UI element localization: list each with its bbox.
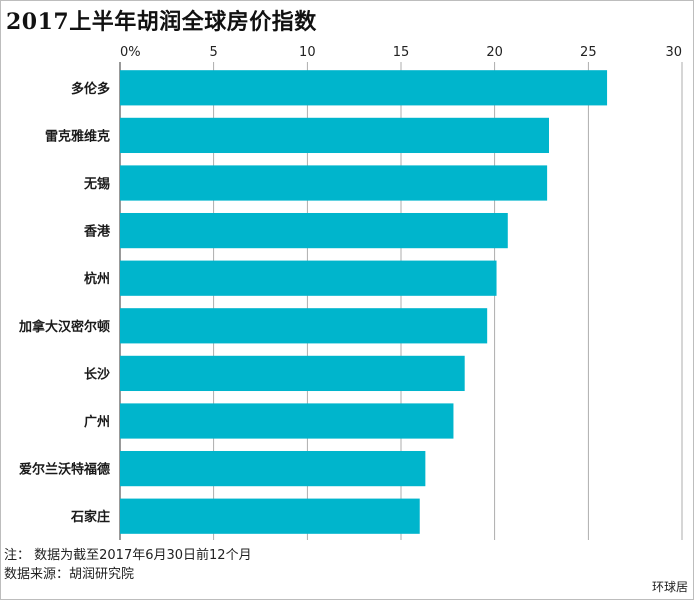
x-tick-label: 0% [120,45,141,60]
data-source-note: 数据来源：胡润研究院 [4,567,135,582]
x-tick-label: 5 [210,45,218,60]
bar [120,450,426,487]
bar [120,165,548,201]
bars [120,70,608,534]
category-label: 加拿大汉密尔顿 [18,319,110,335]
bar [120,308,488,344]
category-label: 香港 [83,224,111,240]
x-tick-label: 25 [580,45,597,60]
bar [120,260,497,296]
bar [120,212,508,249]
x-tick-label: 15 [393,45,410,60]
category-label: 爱尔兰沃特福德 [19,462,110,478]
footnote: 注： 数据为截至2017年6月30日前12个月 [4,548,252,563]
x-tick-label: 10 [299,45,316,60]
category-label: 杭州 [84,271,110,287]
x-tick-label: 30 [665,45,682,60]
chart-title: 2017上半年胡润全球房价指数 [6,9,317,35]
category-label: 无锡 [83,176,110,192]
bar [120,403,454,439]
publisher-mark: 环球居 [651,580,688,594]
category-label: 广州 [84,414,110,430]
category-label: 长沙 [84,366,110,382]
x-axis-ticks: 0% 5 10 15 20 25 30 [120,45,682,60]
category-label: 多伦多 [71,81,110,97]
bar [120,498,420,534]
category-label: 石家庄 [70,509,110,525]
category-label: 雷克雅维克 [45,128,110,144]
x-tick-label: 20 [486,45,503,60]
bar [120,70,608,106]
bar [120,355,465,392]
bar [120,117,549,154]
